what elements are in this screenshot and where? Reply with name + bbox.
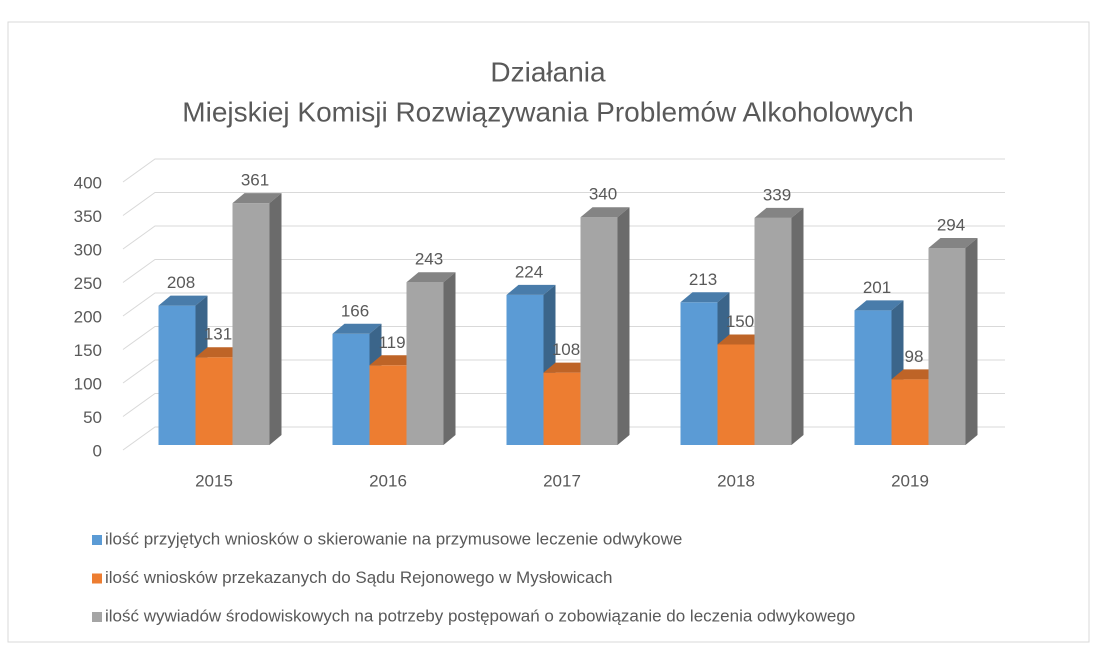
bar (891, 379, 929, 445)
grid-line (122, 259, 1005, 283)
data-label: 166 (341, 301, 369, 320)
bar-top (580, 207, 630, 218)
data-label: 294 (937, 216, 965, 235)
legend-label: ilość wywiadów środowiskowych na potrzeb… (105, 606, 855, 625)
bar (754, 217, 792, 445)
bar (854, 310, 892, 445)
bar-top (754, 207, 804, 218)
bar-top (891, 369, 941, 380)
bar-side (443, 272, 456, 445)
data-label: 339 (763, 185, 791, 204)
x-tick-label: 2018 (717, 471, 755, 490)
x-tick-label: 2015 (195, 471, 233, 490)
y-tick-label: 200 (74, 307, 102, 326)
legend-swatch (92, 535, 102, 545)
y-tick-label: 350 (74, 207, 102, 226)
data-label: 201 (863, 278, 891, 297)
bar (717, 344, 755, 445)
data-label: 361 (241, 171, 269, 190)
bar (195, 357, 233, 445)
bar-top (195, 347, 245, 358)
y-tick-label: 400 (74, 173, 102, 192)
legend-swatch (92, 573, 102, 584)
bar (680, 302, 718, 445)
legend-swatch (92, 612, 102, 622)
x-tick-label: 2017 (543, 471, 581, 490)
bar-side (617, 207, 630, 445)
bar-side (269, 193, 282, 445)
chart-title: Miejskiej Komisji Rozwiązywania Problemó… (182, 96, 913, 127)
grid-line (122, 192, 1005, 216)
bar-top (543, 362, 593, 373)
bar-top (232, 193, 282, 204)
data-label: 119 (378, 333, 405, 352)
data-label: 340 (589, 185, 617, 204)
data-label: 108 (552, 340, 580, 359)
y-tick-label: 300 (74, 240, 102, 259)
data-label: 98 (905, 347, 924, 366)
bar-side (965, 238, 978, 445)
y-tick-label: 150 (74, 341, 102, 360)
bar (369, 365, 407, 445)
bar (406, 282, 444, 445)
data-label: 243 (415, 250, 443, 269)
bar-top (506, 284, 556, 295)
data-label: 213 (689, 270, 717, 289)
bar (543, 372, 581, 445)
bar-top (158, 295, 208, 306)
bar (158, 305, 196, 445)
data-label: 224 (515, 262, 543, 281)
bar-side (791, 207, 804, 445)
bar-top (332, 323, 382, 334)
bar-top (680, 292, 730, 303)
bar (332, 333, 370, 445)
data-label: 131 (204, 325, 232, 344)
bar (232, 203, 270, 445)
bar-top (854, 300, 904, 311)
x-tick-label: 2019 (891, 471, 929, 490)
grid-line (122, 158, 1005, 183)
bar-top (369, 355, 419, 366)
bar-top (717, 334, 767, 345)
y-tick-label: 100 (74, 374, 102, 393)
bar-top (928, 238, 978, 249)
legend-label: ilość wniosków przekazanych do Sądu Rejo… (105, 568, 612, 587)
grid-line (122, 225, 1005, 250)
y-tick-label: 250 (74, 274, 102, 293)
chart-title: Działania (490, 56, 606, 87)
bar (506, 294, 544, 445)
x-tick-label: 2016 (369, 471, 407, 490)
bar-top (406, 272, 456, 283)
bar (580, 217, 618, 445)
legend-label: ilość przyjętych wniosków o skierowanie … (105, 529, 682, 548)
data-label: 208 (167, 273, 195, 292)
y-tick-label: 50 (83, 408, 102, 427)
data-label: 150 (726, 312, 754, 331)
y-tick-label: 0 (93, 441, 102, 460)
bar (928, 248, 966, 445)
